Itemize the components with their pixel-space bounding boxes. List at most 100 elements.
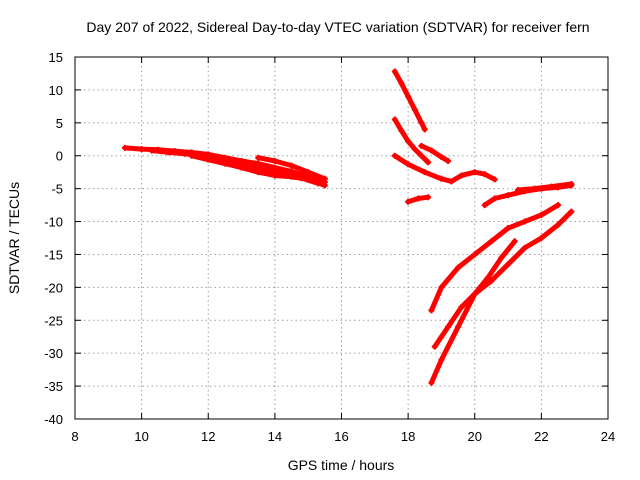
- data-point: [428, 147, 435, 154]
- data-point: [418, 142, 425, 149]
- data-point: [305, 176, 312, 183]
- data-point: [418, 119, 425, 126]
- data-point: [448, 178, 455, 185]
- data-point: [458, 304, 465, 311]
- grid: [75, 57, 608, 419]
- data-point: [511, 238, 518, 245]
- data-point: [488, 238, 495, 245]
- data-point: [165, 149, 172, 156]
- data-series: [418, 142, 452, 164]
- x-axis-label: GPS time / hours: [288, 457, 395, 473]
- data-point: [391, 152, 398, 159]
- x-tick-label: 24: [601, 429, 615, 444]
- x-tick-label: 16: [334, 429, 348, 444]
- y-tick-label: -40: [44, 412, 63, 427]
- data-point: [458, 172, 465, 179]
- series-line: [392, 68, 428, 132]
- data-point: [255, 169, 262, 176]
- data-point: [321, 175, 328, 182]
- data-point: [188, 152, 195, 159]
- data-point: [205, 156, 212, 163]
- axis-ticks: [74, 56, 609, 420]
- data-point: [498, 254, 505, 261]
- data-point: [425, 159, 432, 166]
- data-point: [568, 208, 575, 215]
- y-tick-label: 10: [49, 83, 63, 98]
- data-point: [438, 154, 445, 161]
- y-tick-label: -10: [44, 215, 63, 230]
- y-tick-label: 0: [56, 149, 63, 164]
- data-point: [521, 218, 528, 225]
- data-point: [411, 106, 418, 113]
- data-point: [148, 147, 155, 154]
- data-point: [405, 93, 412, 100]
- x-tick-label: 8: [71, 429, 78, 444]
- data-series: [428, 202, 562, 314]
- series-line: [515, 181, 574, 193]
- data-point: [288, 173, 295, 180]
- data-series: [431, 238, 518, 350]
- data-point: [415, 195, 422, 202]
- data-point: [398, 80, 405, 87]
- data-point: [405, 198, 412, 205]
- data-point: [515, 186, 522, 193]
- data-series: [391, 116, 432, 166]
- y-tick-label: -15: [44, 247, 63, 262]
- series-line: [392, 117, 431, 165]
- data-point: [421, 126, 428, 133]
- data-point: [221, 160, 228, 167]
- data-point: [481, 171, 488, 178]
- data-point: [538, 235, 545, 241]
- data-series: [188, 152, 328, 189]
- data-point: [555, 202, 562, 209]
- y-tick-label: -35: [44, 379, 63, 394]
- data-point: [418, 152, 425, 159]
- data-point: [455, 264, 462, 271]
- data-series: [405, 194, 432, 205]
- data-point: [491, 195, 498, 202]
- data-point: [305, 169, 312, 176]
- data-point: [138, 146, 145, 153]
- data-point: [405, 138, 412, 145]
- data-point: [438, 284, 445, 291]
- x-tick-label: 10: [134, 429, 148, 444]
- data-point: [471, 169, 478, 176]
- data-point: [521, 244, 528, 251]
- data-point: [505, 261, 512, 268]
- data-series: [391, 68, 428, 133]
- data-point: [255, 154, 262, 161]
- data-series: [255, 154, 328, 182]
- data-point: [405, 161, 412, 168]
- data-point: [455, 323, 462, 330]
- data-point: [321, 182, 328, 189]
- y-tick-label: -5: [51, 182, 63, 197]
- y-tick-label: -30: [44, 346, 63, 361]
- data-point: [238, 164, 245, 171]
- series-line: [418, 143, 451, 164]
- data-point: [505, 192, 512, 199]
- data-point: [438, 175, 445, 182]
- data-point: [481, 202, 488, 209]
- data-point: [491, 176, 498, 183]
- x-tick-label: 18: [401, 429, 415, 444]
- y-tick-label: -20: [44, 280, 63, 295]
- data-point: [121, 144, 128, 151]
- data-series: [391, 152, 498, 185]
- y-tick-label: 15: [49, 50, 63, 65]
- y-tick-label: 5: [56, 116, 63, 131]
- data-point: [488, 277, 495, 284]
- data-point: [431, 343, 438, 350]
- x-tick-label: 14: [268, 429, 282, 444]
- data-series: [515, 181, 575, 193]
- series-line: [428, 209, 574, 386]
- data-point: [391, 116, 398, 123]
- data-point: [288, 162, 295, 169]
- data-point: [485, 274, 492, 281]
- data-point: [438, 356, 445, 363]
- data-point: [555, 221, 562, 228]
- data-point: [398, 127, 405, 134]
- data-point: [471, 251, 478, 258]
- x-tick-label: 22: [534, 429, 548, 444]
- y-tick-label: -25: [44, 313, 63, 328]
- data-point: [391, 68, 398, 75]
